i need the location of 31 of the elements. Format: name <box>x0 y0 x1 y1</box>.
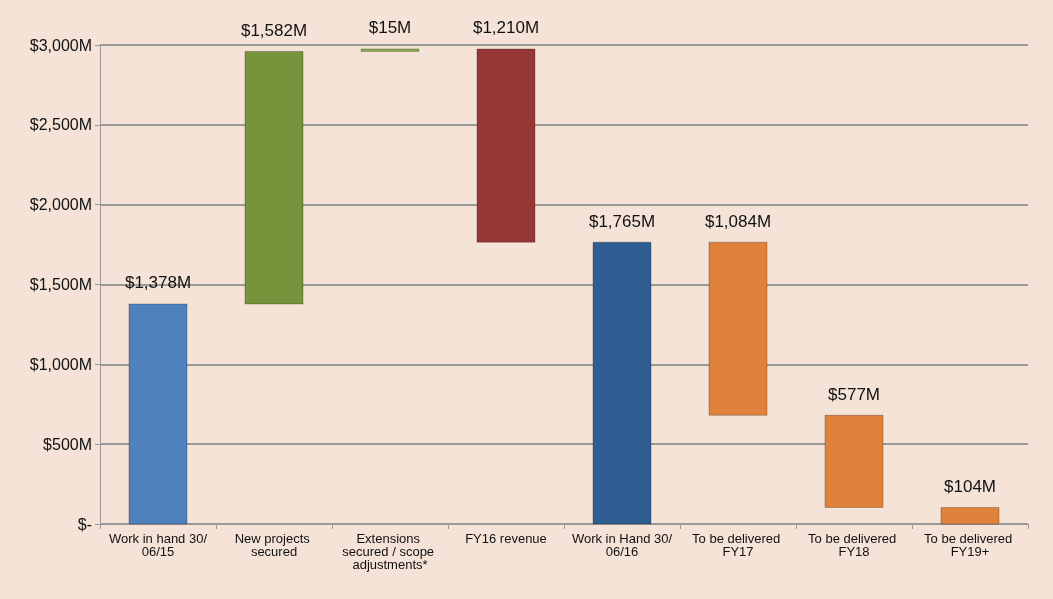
data-label: $577M <box>828 384 880 404</box>
bar <box>940 506 1000 525</box>
data-label: $104M <box>944 476 996 496</box>
x-tick-label: To be delivered FY17 <box>692 531 784 559</box>
x-tick-label: Extensions secured / scope adjustments* <box>342 531 438 572</box>
x-tick-label: To be delivered FY18 <box>808 531 900 559</box>
data-label: $15M <box>368 18 412 38</box>
data-label: $1,378M <box>124 273 192 293</box>
bar <box>128 303 188 525</box>
y-tick-label: $2,000M <box>29 196 92 214</box>
y-tick-label: $3,000M <box>29 36 92 54</box>
y-tick-label: $1,000M <box>29 355 92 373</box>
data-label: $1,084M <box>704 211 772 231</box>
y-tick-label: $- <box>77 515 92 533</box>
bar <box>824 414 884 508</box>
data-label: $1,210M <box>472 18 540 38</box>
data-label: $1,582M <box>240 20 308 40</box>
x-tick-label: Work in hand 30/06/15 <box>108 531 208 559</box>
x-tick-label: To be delivered FY19+ <box>924 531 1016 559</box>
y-tick-label: $2,500M <box>29 116 92 134</box>
y-tick-label: $500M <box>43 435 92 453</box>
bar <box>476 48 536 243</box>
x-tick-label: Work in Hand 30/06/16 <box>571 531 673 559</box>
x-tick-label: New projects secured <box>234 531 314 559</box>
bar <box>360 48 420 52</box>
y-tick-label: $1,500M <box>29 276 92 293</box>
bar <box>592 241 652 525</box>
bar <box>244 50 304 305</box>
x-tick-label: FY16 revenue <box>465 531 547 546</box>
data-label: $1,765M <box>588 211 656 231</box>
bar <box>708 241 768 416</box>
